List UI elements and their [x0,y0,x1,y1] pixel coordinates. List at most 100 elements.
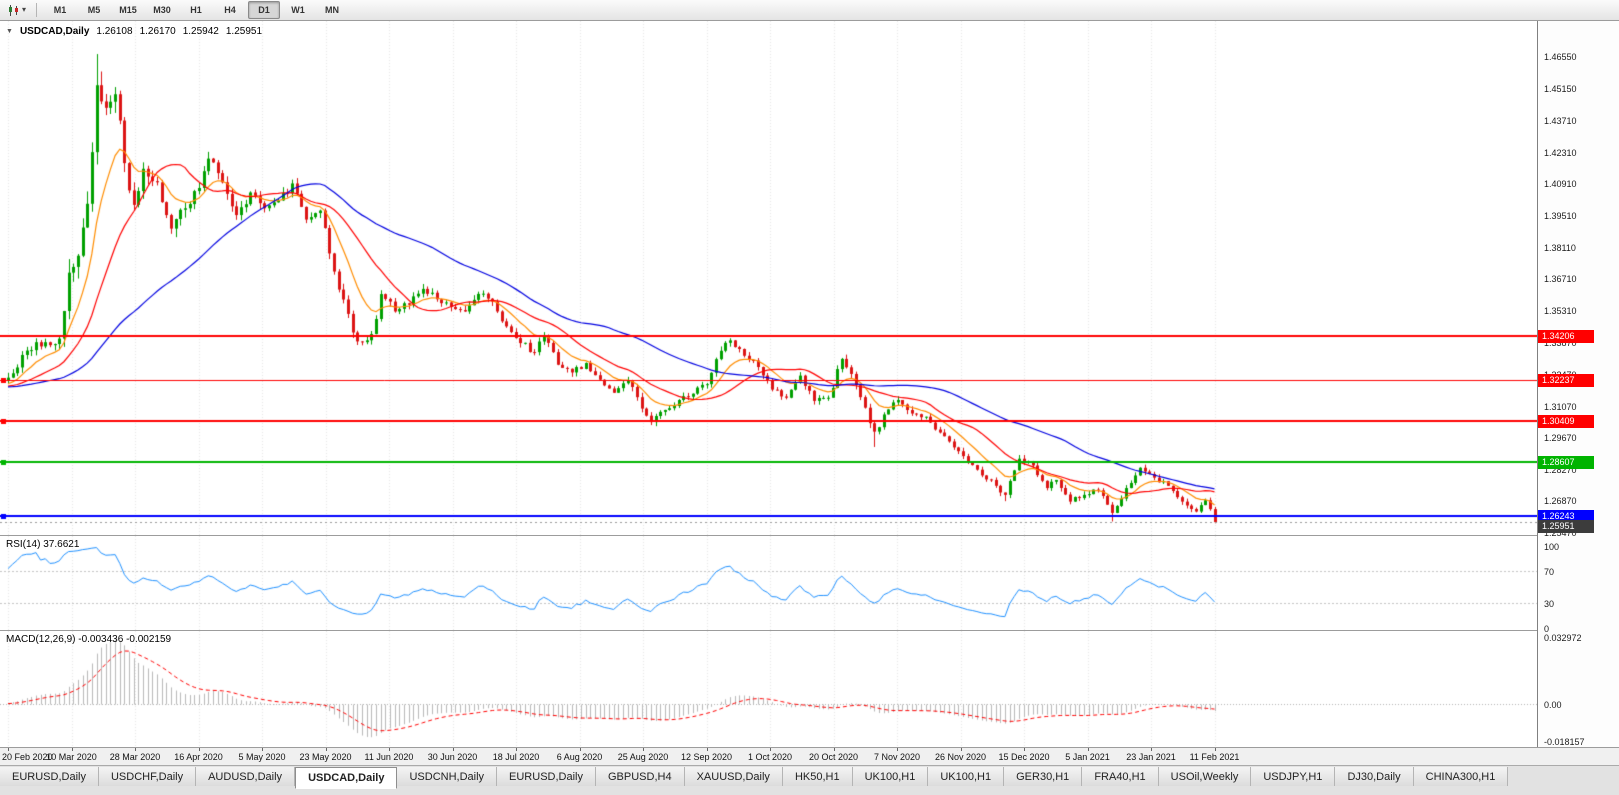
timeframe-button-h4[interactable]: H4 [224,5,236,15]
time-tick-mark [707,748,708,751]
macd-tick-label: 0.032972 [1544,633,1582,643]
chart-tab-usdchf-daily[interactable]: USDCHF,Daily [98,767,197,786]
chart-tab-gbpusd-h4[interactable]: GBPUSD,H4 [596,767,685,786]
timeframe-button-m15[interactable]: M15 [119,5,137,15]
date-tick-label: 28 Mar 2020 [109,752,161,762]
level-price-tag-1-30409[interactable]: 1.30409 [1538,415,1594,429]
date-tick-label: 23 Jan 2021 [1126,752,1176,762]
time-tick-mark [580,748,581,751]
chart-tab-usoil-weekly[interactable]: USOil,Weekly [1158,767,1252,786]
price-tick-label: 1.36710 [1544,274,1577,285]
chart-tab-hk50-h1[interactable]: HK50,H1 [782,767,853,786]
ohlc-high: 1.26170 [139,26,176,37]
price-tick-label: 1.39510 [1544,210,1577,221]
time-tick-mark [770,748,771,751]
time-tick-mark [1088,748,1089,751]
date-tick-label: 5 Jan 2021 [1065,752,1110,762]
ohlc-open: 1.26108 [96,26,133,37]
chart-tabbar: EURUSD,Daily USDCHF,Daily AUDUSD,Daily USDC… [0,765,1619,795]
time-tick-mark [8,748,9,751]
price-tick-label: 1.33870 [1544,338,1577,349]
level-price-tag-1-32237[interactable]: 1.32237 [1538,374,1594,388]
date-tick-label: 12 Sep 2020 [680,752,733,762]
price-axis[interactable]: 1.46550 1.45150 1.43710 1.42310 1.40910 1.395… [1537,21,1619,747]
chart-tab-uk100-h1[interactable]: UK100,H1 [852,767,929,786]
time-axis[interactable]: 20 Feb 2020 10 Mar 2020 28 Mar 2020 16 Apr … [0,747,1619,765]
time-tick-mark [897,748,898,751]
candlestick-chart-icon [9,4,18,16]
rsi-tick-label: 30 [1544,599,1555,610]
level-price-tag-1-34206[interactable]: 1.34206 [1538,329,1594,343]
price-tick-label: 1.28270 [1544,464,1577,475]
chart-tab-eurusd-daily[interactable]: EURUSD,Daily [0,767,99,786]
date-tick-label: 10 Mar 2020 [46,752,97,762]
date-tick-label: 6 Aug 2020 [556,752,603,762]
timeframe-button-m1[interactable]: M1 [53,5,67,15]
rsi-tick-label: 70 [1544,566,1555,577]
timeframe-group: M1 M5 M15 M30 H1 H4 D1 W1 MN [44,1,348,19]
date-tick-label: 20 Oct 2020 [808,752,859,762]
price-chart-canvas[interactable] [0,21,1537,535]
date-tick-label: 15 Dec 2020 [998,752,1050,762]
chart-tab-dj30-daily[interactable]: DJ30,Daily [1335,767,1414,786]
price-tick-label: 1.43710 [1544,116,1577,127]
macd-tick-label: -0.018157 [1544,737,1585,747]
time-tick-mark [199,748,200,751]
time-tick-mark [326,748,327,751]
timeframe-button-w1[interactable]: W1 [291,5,305,15]
level-price-tag-1-26243[interactable]: 1.26243 [1538,509,1594,523]
price-tick-label: 1.29670 [1544,433,1577,444]
time-tick-mark [516,748,517,751]
main-toolbar: ▾ M1 M5 M15 M30 H1 H4 D1 W1 MN [0,0,1619,21]
rsi-panel-canvas[interactable] [0,536,1537,630]
rsi-tick-label: 100 [1544,542,1560,552]
time-tick-mark [72,748,73,751]
date-tick-label: 18 Jul 2020 [492,752,540,762]
chart-tab-china300-h1[interactable]: CHINA300,H1 [1413,767,1509,786]
price-tick-label: 1.31070 [1544,401,1577,412]
timeframe-button-m5[interactable]: M5 [87,5,101,15]
time-tick-mark [961,748,962,751]
time-tick-mark [1215,748,1216,751]
chart-tab-ger30-h1[interactable]: GER30,H1 [1004,767,1083,786]
time-tick-mark [1024,748,1025,751]
chart-header: ▼ USDCAD,Daily 1.26108 1.26170 1.25942 1… [6,26,262,37]
date-tick-label: 23 May 2020 [299,752,352,762]
timeframe-button-m30[interactable]: M30 [153,5,171,15]
chart-tab-usdcnh-daily[interactable]: USDCNH,Daily [397,767,498,786]
price-tick-label: 1.38110 [1544,242,1576,253]
time-tick-mark [1151,748,1152,751]
chart-tab-uk100-h1[interactable]: UK100,H1 [928,767,1005,786]
macd-panel-splitter[interactable] [0,630,1619,631]
ohlc-close: 1.25951 [225,26,263,37]
date-tick-label: 20 Feb 2020 [2,752,53,762]
rsi-label: RSI(14) 37.6621 [6,539,80,550]
date-tick-label: 1 Oct 2020 [747,752,793,762]
price-tick-label: 1.40910 [1544,179,1577,190]
date-tick-label: 25 Aug 2020 [617,752,669,762]
chart-type-button[interactable]: ▾ [4,2,29,19]
current-price-tag[interactable]: 1.25951 [1538,520,1594,534]
rsi-tick-label: 0 [1544,624,1550,634]
rsi-panel-splitter[interactable] [0,535,1619,536]
chart-tab-fra40-h1[interactable]: FRA40,H1 [1082,767,1159,786]
time-tick-mark [262,748,263,751]
chart-tab-audusd-daily[interactable]: AUDUSD,Daily [196,767,296,786]
timeframe-button-h1[interactable]: H1 [190,5,202,15]
timeframe-button-mn[interactable]: MN [325,5,340,15]
price-tick-label: 1.35310 [1544,305,1577,316]
price-tick-label: 1.46550 [1544,52,1577,62]
symbol-label: USDCAD,Daily [19,26,90,37]
chart-tab-usdcad-daily[interactable]: USDCAD,Daily [295,767,398,789]
chart-tab-eurusd-daily[interactable]: EURUSD,Daily [497,767,596,786]
chart-tab-xauusd-daily[interactable]: XAUUSD,Daily [684,767,783,786]
level-price-tag-1-28607[interactable]: 1.28607 [1538,456,1594,470]
timeframe-button-d1[interactable]: D1 [248,1,281,19]
time-tick-mark [834,748,835,751]
collapse-icon[interactable]: ▼ [6,28,13,35]
chart-tab-usdjpy-h1[interactable]: USDJPY,H1 [1251,767,1336,786]
price-tick-label: 1.26870 [1544,496,1577,507]
macd-panel-canvas[interactable] [0,631,1537,747]
date-tick-label: 7 Nov 2020 [873,752,921,762]
